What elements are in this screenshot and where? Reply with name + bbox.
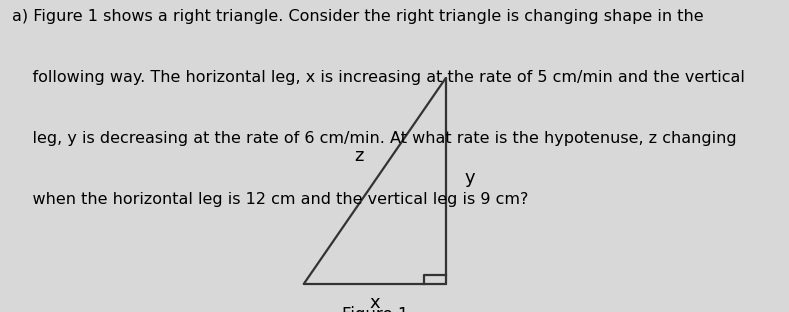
Text: leg, y is decreasing at the rate of 6 cm/min. At what rate is the hypotenuse, z : leg, y is decreasing at the rate of 6 cm…: [12, 131, 736, 146]
Text: when the horizontal leg is 12 cm and the vertical leg is 9 cm?: when the horizontal leg is 12 cm and the…: [12, 192, 528, 207]
Text: following way. The horizontal leg, x is increasing at the rate of 5 cm/min and t: following way. The horizontal leg, x is …: [12, 70, 745, 85]
Text: a) Figure 1 shows a right triangle. Consider the right triangle is changing shap: a) Figure 1 shows a right triangle. Cons…: [12, 9, 704, 24]
Text: z: z: [354, 147, 364, 165]
Text: y: y: [464, 169, 475, 187]
Text: Figure 1: Figure 1: [342, 306, 408, 312]
Text: x: x: [369, 294, 380, 312]
